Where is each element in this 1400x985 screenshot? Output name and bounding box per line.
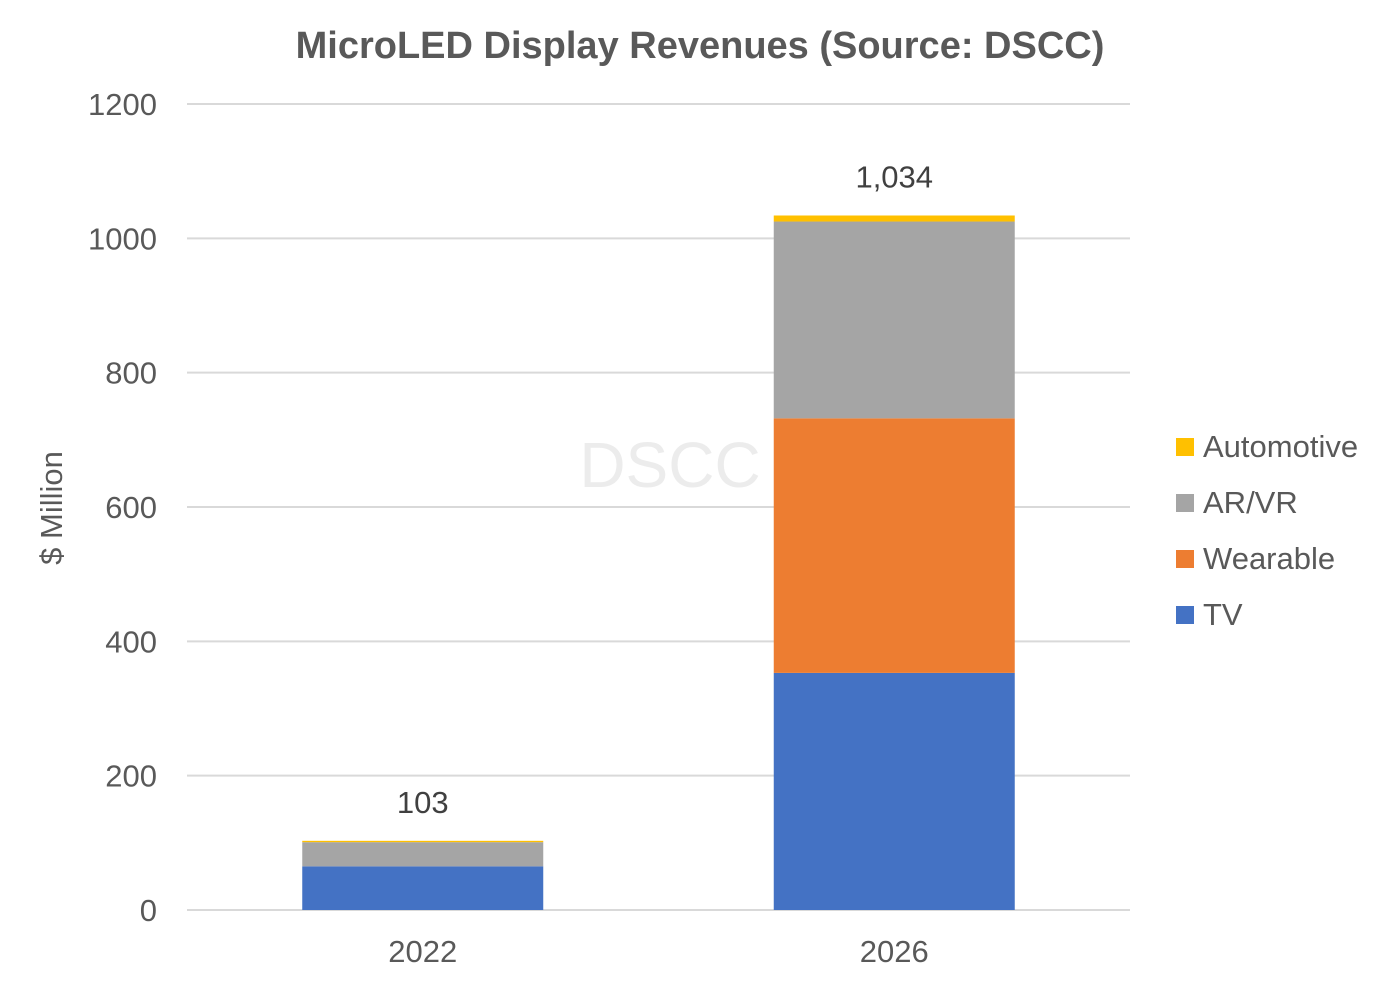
total-label: 103 [397,785,449,820]
y-tick-label: 600 [105,490,157,525]
bar-segment-automotive-2026 [773,215,1015,222]
bars [302,215,1015,910]
bar-segment-ar-vr-2022 [302,842,544,867]
watermark-text: DSCC [579,429,760,501]
y-tick-label: 1200 [88,87,157,122]
y-tick-label: 200 [105,759,157,794]
bar-segment-tv-2026 [773,672,1015,910]
legend-swatch-ar-vr [1176,494,1194,512]
total-label: 1,034 [855,159,933,194]
bar-segment-ar-vr-2026 [773,221,1015,419]
legend-swatch-tv [1176,606,1194,624]
x-axis-ticks: 2022 2026 [388,934,928,969]
legend-label-automotive: Automotive [1203,429,1358,464]
total-labels: 103 1,034 [397,159,933,819]
y-tick-label: 400 [105,624,157,659]
bar-segment-tv-2022 [302,866,544,910]
legend-label-tv: TV [1203,597,1243,632]
legend: Automotive AR/VR Wearable TV [1176,429,1358,632]
y-tick-label: 1000 [88,221,157,256]
y-tick-label: 800 [105,356,157,391]
legend-label-wearable: Wearable [1203,541,1335,576]
legend-swatch-automotive [1176,438,1194,456]
bar-segment-wearable-2026 [773,418,1015,673]
y-axis-label: $ Million [34,451,69,565]
chart-title: MicroLED Display Revenues (Source: DSCC) [296,25,1105,67]
x-tick-label: 2022 [388,934,457,969]
bar-segment-automotive-2022 [302,840,544,843]
y-tick-label: 0 [140,893,157,928]
y-axis-ticks: 0 200 400 600 800 1000 1200 [88,87,157,928]
legend-label-ar-vr: AR/VR [1203,485,1298,520]
x-tick-label: 2026 [860,934,929,969]
gridlines [187,103,1130,911]
legend-swatch-wearable [1176,550,1194,568]
